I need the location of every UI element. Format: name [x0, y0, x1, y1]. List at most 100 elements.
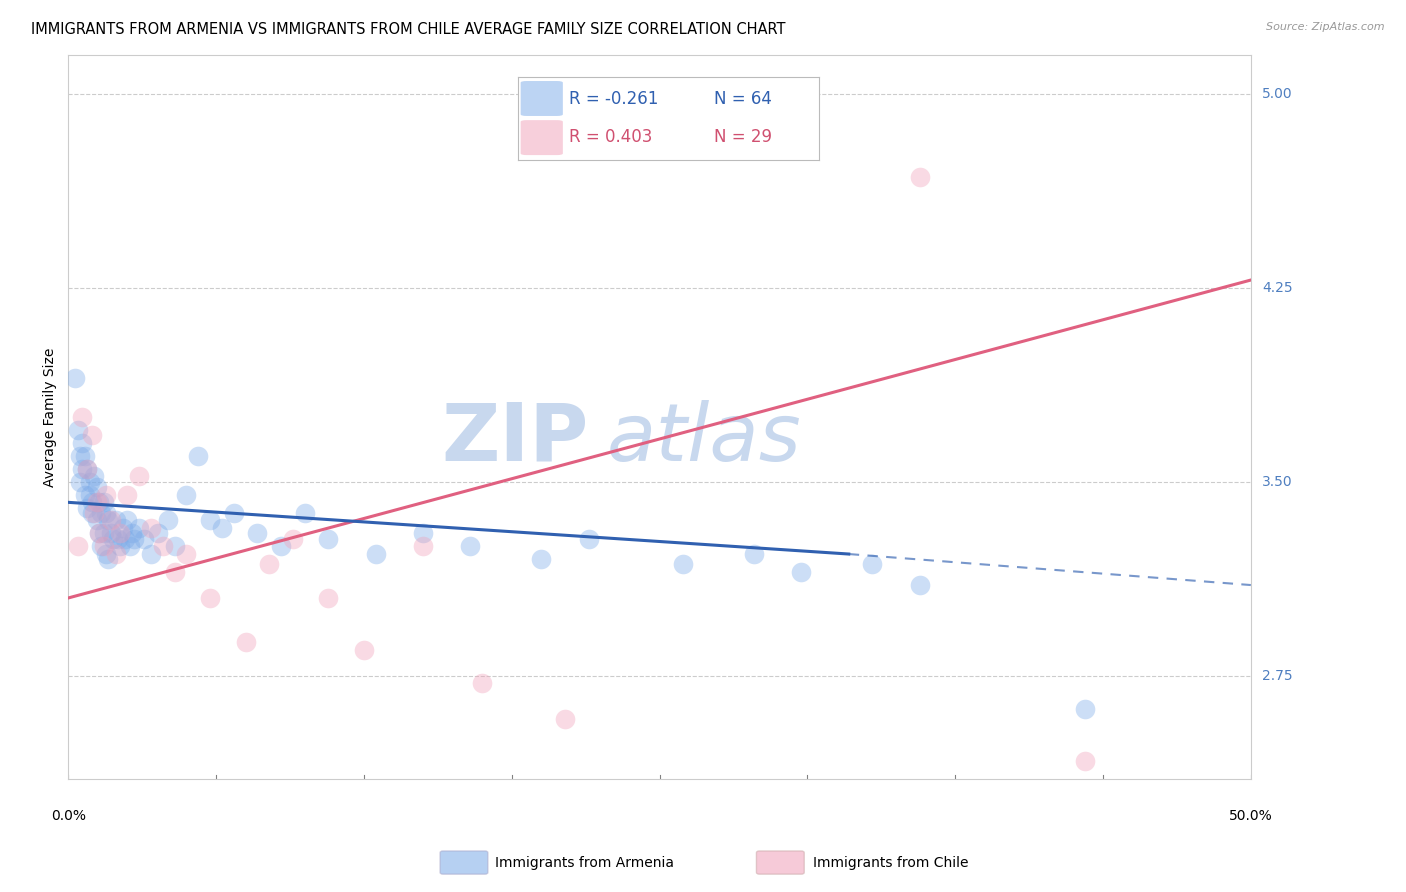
- Point: [93, 495, 115, 509]
- Point: [124, 532, 146, 546]
- Point: [107, 532, 129, 546]
- Point: [80, 495, 103, 509]
- Point: [742, 547, 765, 561]
- Point: [318, 591, 340, 605]
- Point: [73, 449, 96, 463]
- Point: [83, 469, 105, 483]
- Point: [908, 578, 931, 592]
- Point: [128, 521, 150, 535]
- Point: [211, 521, 233, 535]
- Point: [72, 436, 94, 450]
- Point: [86, 495, 108, 509]
- Point: [94, 506, 117, 520]
- Point: [860, 558, 883, 572]
- Point: [97, 513, 120, 527]
- Point: [87, 495, 110, 509]
- Point: [117, 487, 139, 501]
- Point: [281, 532, 304, 546]
- Text: 3.50: 3.50: [1263, 475, 1292, 489]
- Point: [76, 461, 98, 475]
- Text: 0.0%: 0.0%: [51, 809, 86, 823]
- Point: [65, 371, 87, 385]
- Text: 2.75: 2.75: [1263, 668, 1292, 682]
- Point: [176, 487, 198, 501]
- Point: [97, 552, 120, 566]
- Point: [90, 539, 112, 553]
- Point: [80, 428, 103, 442]
- Point: [110, 526, 132, 541]
- Text: IMMIGRANTS FROM ARMENIA VS IMMIGRANTS FROM CHILE AVERAGE FAMILY SIZE CORRELATION: IMMIGRANTS FROM ARMENIA VS IMMIGRANTS FR…: [31, 22, 786, 37]
- Point: [471, 676, 494, 690]
- Point: [412, 526, 434, 541]
- Point: [198, 513, 221, 527]
- Point: [146, 526, 169, 541]
- Point: [69, 449, 91, 463]
- Point: [87, 526, 110, 541]
- Point: [1074, 702, 1097, 716]
- Point: [100, 526, 122, 541]
- Point: [270, 539, 292, 553]
- Point: [66, 423, 89, 437]
- Point: [72, 461, 94, 475]
- Point: [139, 547, 162, 561]
- Point: [121, 526, 143, 541]
- Point: [364, 547, 387, 561]
- Point: [460, 539, 482, 553]
- Text: ZIP: ZIP: [441, 400, 589, 478]
- Point: [86, 513, 108, 527]
- Point: [86, 480, 108, 494]
- Point: [412, 539, 434, 553]
- Text: atlas: atlas: [606, 400, 801, 478]
- Point: [94, 547, 117, 561]
- Point: [187, 449, 209, 463]
- Point: [114, 532, 136, 546]
- Point: [530, 552, 553, 566]
- Point: [90, 506, 112, 520]
- Point: [79, 487, 101, 501]
- Point: [198, 591, 221, 605]
- Point: [222, 506, 245, 520]
- Point: [93, 526, 115, 541]
- Point: [176, 547, 198, 561]
- Point: [69, 475, 91, 489]
- Point: [110, 539, 132, 553]
- Point: [152, 539, 174, 553]
- Text: Immigrants from Armenia: Immigrants from Armenia: [495, 855, 673, 870]
- Text: 5.00: 5.00: [1263, 87, 1292, 101]
- Point: [100, 513, 122, 527]
- Point: [83, 506, 105, 520]
- Point: [318, 532, 340, 546]
- Point: [76, 461, 98, 475]
- Point: [790, 565, 813, 579]
- Point: [76, 500, 98, 515]
- Point: [73, 487, 96, 501]
- Point: [93, 539, 115, 553]
- Point: [156, 513, 179, 527]
- Point: [104, 513, 127, 527]
- Text: 4.25: 4.25: [1263, 281, 1292, 294]
- Point: [117, 513, 139, 527]
- Point: [118, 539, 141, 553]
- Point: [353, 642, 375, 657]
- Point: [163, 565, 186, 579]
- Point: [128, 469, 150, 483]
- Point: [294, 506, 316, 520]
- Point: [111, 521, 134, 535]
- Point: [908, 169, 931, 184]
- Text: Immigrants from Chile: Immigrants from Chile: [813, 855, 969, 870]
- Point: [554, 713, 576, 727]
- Point: [104, 547, 127, 561]
- Y-axis label: Average Family Size: Average Family Size: [44, 347, 58, 487]
- Point: [235, 635, 257, 649]
- Point: [87, 526, 110, 541]
- Point: [246, 526, 269, 541]
- Point: [72, 410, 94, 425]
- Point: [163, 539, 186, 553]
- Point: [139, 521, 162, 535]
- Text: Source: ZipAtlas.com: Source: ZipAtlas.com: [1267, 22, 1385, 32]
- Point: [101, 532, 124, 546]
- Point: [66, 539, 89, 553]
- Point: [94, 487, 117, 501]
- Point: [672, 558, 695, 572]
- Point: [578, 532, 600, 546]
